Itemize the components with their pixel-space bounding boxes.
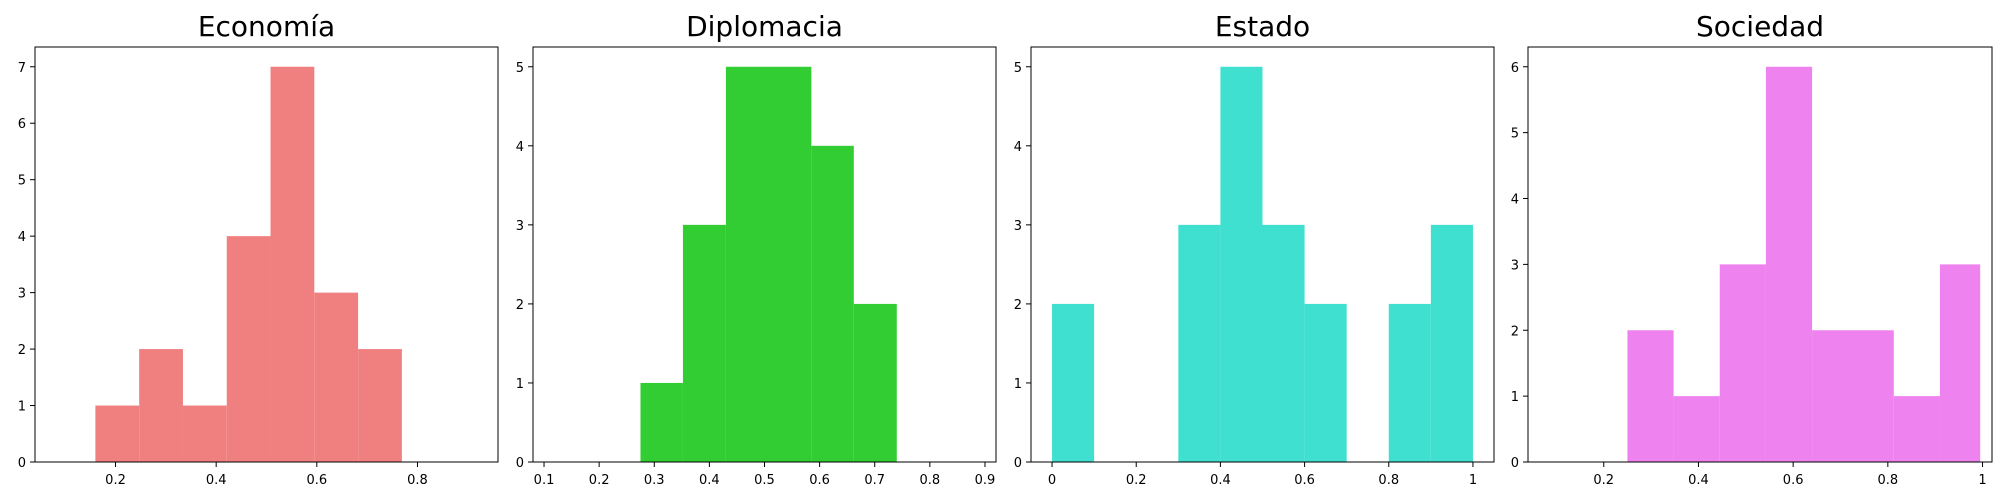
x-tick-label: 0.3: [644, 473, 665, 488]
y-tick-label: 5: [1014, 61, 1022, 76]
histogram-bar: [1719, 264, 1766, 462]
histogram-panel-1: 0.2 0.4 0.6 0.8 0 1 2 3 4 5 6 7 Economía: [18, 10, 499, 488]
y-tick-label: 7: [18, 61, 26, 76]
histogram-bar: [182, 405, 227, 462]
histogram-panel-2: 0.1 0.2 0.3 0.4 0.5 0.6 0.7 0.8 0.9 0 1 2 3 4 5 Diploma…: [516, 10, 997, 488]
y-tick-label: 5: [516, 61, 524, 76]
axes-frame: [1030, 46, 1495, 463]
x-tick-label: 0.4: [206, 473, 227, 488]
histogram-bar: [95, 405, 140, 462]
y-tick-label: 0: [1014, 456, 1022, 471]
chart-title: Economía: [198, 10, 335, 43]
y-tick-label: 4: [516, 140, 524, 155]
y-tick-label: 2: [1014, 298, 1022, 313]
y-tick-label: 4: [1014, 140, 1022, 155]
histogram-bar: [358, 349, 402, 462]
histogram-bar: [1304, 303, 1347, 462]
histogram-bar: [1220, 66, 1263, 462]
y-tick-label: 1: [1014, 377, 1022, 392]
y-tick-label: 5: [18, 174, 26, 189]
y-tick-label: 3: [1014, 219, 1022, 234]
x-tick-label: 0.4: [1210, 473, 1231, 488]
histogram-bar: [640, 382, 683, 462]
x-tick-label: 0.8: [1378, 473, 1399, 488]
chart-title: Diplomacia: [686, 10, 843, 43]
y-tick-label: 1: [1511, 390, 1519, 405]
y-tick-label: 0: [516, 456, 524, 471]
y-tick-label: 5: [1511, 127, 1519, 142]
x-tick-label: 0.8: [1877, 473, 1898, 488]
histogram-bar: [1052, 303, 1095, 462]
x-tick-label: 0.9: [975, 473, 996, 488]
y-tick-label: 2: [1511, 324, 1519, 339]
chart-title: Sociedad: [1696, 10, 1824, 43]
histogram-bar: [1262, 224, 1305, 462]
x-tick-label: 0.8: [920, 473, 941, 488]
histogram-bar: [682, 224, 726, 462]
histogram-bar: [1178, 224, 1221, 462]
x-tick-label: 0.7: [864, 473, 885, 488]
histogram-bar: [1939, 264, 1981, 462]
x-tick-label: 0.2: [1593, 473, 1614, 488]
x-tick-label: 0.2: [1126, 473, 1147, 488]
histogram-bar: [1812, 330, 1894, 462]
x-tick-label: 0.1: [534, 473, 555, 488]
histogram-bar: [139, 349, 183, 462]
x-tick-label: 1: [1978, 473, 1986, 488]
histogram-panel-4: 0.2 0.4 0.6 0.8 1 0 1 2 3 4 5 6 Sociedad: [1511, 10, 1993, 488]
chart-title: Estado: [1215, 10, 1310, 43]
x-tick-label: 0.6: [1783, 473, 1804, 488]
histogram-bar: [1673, 396, 1720, 462]
x-tick-label: 0.5: [754, 473, 775, 488]
histogram-bar: [1893, 396, 1940, 462]
y-tick-label: 1: [18, 400, 26, 415]
axes-frame: [1527, 46, 1993, 463]
y-tick-label: 0: [18, 456, 26, 471]
histogram-bar: [1765, 66, 1813, 462]
histogram-bar: [853, 303, 897, 462]
y-tick-label: 3: [516, 219, 524, 234]
y-tick-label: 0: [1511, 456, 1519, 471]
x-tick-label: 0.2: [589, 473, 610, 488]
histogram-bar: [811, 145, 854, 463]
histogram-bar: [314, 292, 359, 462]
histogram-bar: [270, 66, 315, 462]
y-tick-label: 3: [1511, 258, 1519, 273]
y-tick-label: 2: [516, 298, 524, 313]
histogram-bar: [1627, 330, 1674, 462]
histogram-panel-3: 0 0.2 0.4 0.6 0.8 1 0 1 2 3 4 5 Estado: [1014, 10, 1495, 488]
x-tick-label: 0.4: [699, 473, 720, 488]
axes-frame: [34, 46, 499, 463]
y-tick-label: 3: [18, 287, 26, 302]
x-tick-label: 0.6: [809, 473, 830, 488]
histogram-bar: [725, 66, 812, 462]
x-tick-label: 0.6: [1294, 473, 1315, 488]
y-tick-label: 2: [18, 343, 26, 358]
x-tick-label: 1: [1469, 473, 1477, 488]
y-tick-label: 1: [516, 377, 524, 392]
y-tick-label: 4: [1511, 193, 1519, 208]
y-tick-label: 4: [18, 230, 26, 245]
x-tick-label: 0.8: [407, 473, 428, 488]
histogram-bar: [226, 236, 271, 462]
x-tick-label: 0.2: [105, 473, 126, 488]
x-tick-label: 0: [1048, 473, 1056, 488]
histogram-bar: [1388, 303, 1431, 462]
histogram-bar: [1430, 224, 1473, 462]
x-tick-label: 0.4: [1688, 473, 1709, 488]
y-tick-label: 6: [1511, 61, 1519, 76]
x-tick-label: 0.6: [306, 473, 327, 488]
y-tick-label: 6: [18, 117, 26, 132]
